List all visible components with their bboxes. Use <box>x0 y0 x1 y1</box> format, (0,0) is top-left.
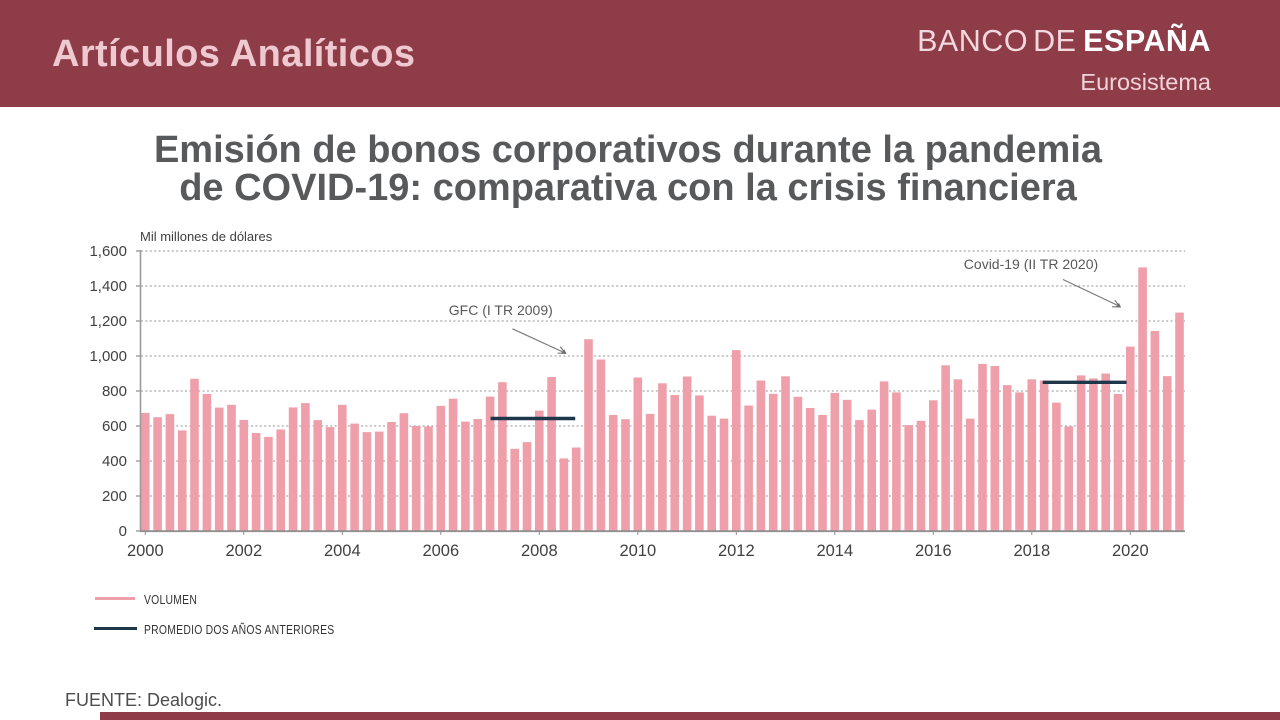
svg-text:2014: 2014 <box>816 542 853 560</box>
svg-text:800: 800 <box>102 383 127 400</box>
svg-text:2004: 2004 <box>324 542 361 560</box>
svg-text:2010: 2010 <box>619 542 656 560</box>
svg-text:1,000: 1,000 <box>89 348 127 365</box>
svg-text:Mil millones de dólares: Mil millones de dólares <box>140 229 273 244</box>
svg-text:2006: 2006 <box>422 542 459 560</box>
svg-text:2002: 2002 <box>225 542 262 560</box>
svg-text:2018: 2018 <box>1013 542 1050 560</box>
svg-text:1,400: 1,400 <box>89 278 127 295</box>
svg-text:1,200: 1,200 <box>89 313 127 330</box>
svg-text:200: 200 <box>102 488 127 505</box>
svg-text:0: 0 <box>119 523 127 540</box>
svg-text:2000: 2000 <box>127 542 164 560</box>
svg-text:400: 400 <box>102 453 127 470</box>
svg-text:2020: 2020 <box>1112 542 1149 560</box>
svg-text:2012: 2012 <box>718 542 755 560</box>
svg-text:2008: 2008 <box>521 542 558 560</box>
svg-text:GFC (I TR 2009): GFC (I TR 2009) <box>449 302 553 318</box>
svg-text:2016: 2016 <box>915 542 952 560</box>
svg-text:Covid-19 (II TR 2020): Covid-19 (II TR 2020) <box>964 256 1098 272</box>
svg-text:1,600: 1,600 <box>89 243 127 260</box>
svg-text:600: 600 <box>102 418 127 435</box>
